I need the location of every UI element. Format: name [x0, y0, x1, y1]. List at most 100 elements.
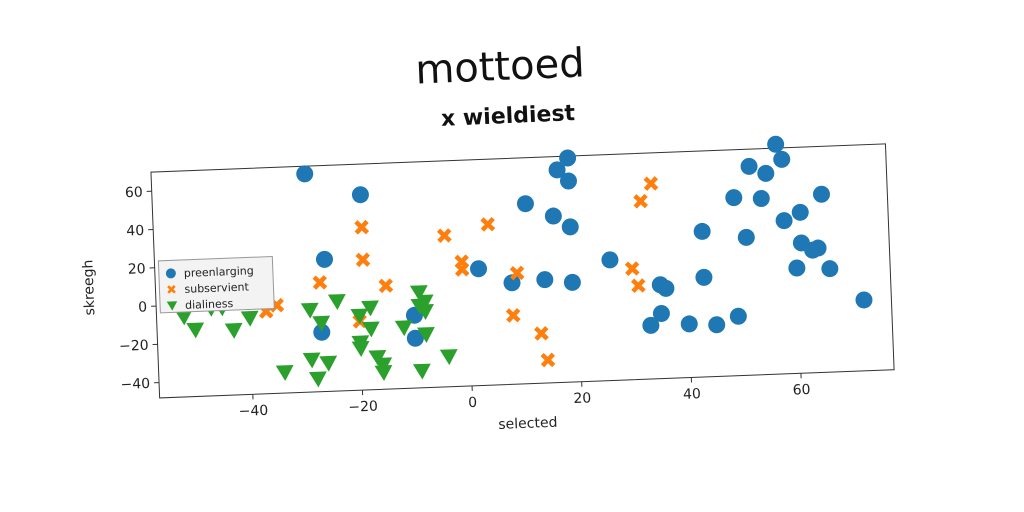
point-subservient [534, 326, 549, 341]
point-subservient [633, 193, 648, 209]
point-subservient [354, 219, 370, 235]
point-preenlarging [657, 279, 675, 297]
point-preenlarging [740, 157, 758, 175]
point-preenlarging [406, 329, 424, 347]
legend-label-subservient: subservient [184, 280, 249, 295]
point-preenlarging [680, 315, 698, 333]
point-subservient [540, 352, 556, 368]
y-tick-label: 60 [125, 185, 143, 202]
point-dialiness [351, 341, 370, 357]
point-preenlarging [708, 316, 726, 334]
point-dialiness [361, 300, 379, 317]
x-tick-label: 20 [573, 390, 591, 407]
point-preenlarging [652, 304, 670, 322]
point-preenlarging [563, 273, 581, 291]
point-dialiness [350, 308, 369, 325]
y-tick-label: −20 [119, 338, 149, 355]
point-preenlarging [821, 260, 839, 278]
point-preenlarging [855, 291, 873, 309]
point-preenlarging [752, 189, 770, 207]
legend-marker-subservient [167, 285, 176, 294]
point-preenlarging [695, 268, 713, 286]
x-tick-label: 60 [792, 382, 810, 399]
point-preenlarging [548, 161, 566, 179]
point-dialiness [374, 365, 393, 381]
point-dialiness [275, 365, 294, 381]
legend-marker-dialiness [166, 301, 178, 311]
point-preenlarging [559, 172, 577, 190]
point-preenlarging [315, 250, 333, 268]
point-dialiness [240, 310, 259, 327]
point-preenlarging [313, 323, 331, 341]
point-subservient [454, 262, 470, 277]
y-tick-label: −40 [120, 376, 150, 393]
point-subservient [378, 278, 394, 294]
point-preenlarging [773, 150, 791, 168]
legend-label-preenlarging: preenlarging [184, 264, 254, 280]
point-preenlarging [544, 207, 562, 225]
point-subservient [436, 228, 452, 243]
point-dialiness [224, 322, 243, 339]
point-preenlarging [516, 195, 534, 213]
y-tick-label: 40 [126, 223, 144, 240]
plot-area: −40 −20 0 20 40 60 −40 −20 0 20 40 60 selected skr… [80, 135, 895, 433]
point-subservient [355, 252, 371, 268]
point-preenlarging [561, 218, 579, 236]
point-subservient [312, 275, 328, 290]
legend-marker-preenlarging [165, 268, 176, 279]
point-dialiness [374, 357, 393, 374]
point-preenlarging [757, 164, 775, 182]
point-dialiness [394, 320, 413, 337]
point-dialiness [361, 321, 380, 338]
point-preenlarging [503, 274, 521, 292]
point-subservient [505, 307, 521, 323]
legend-box [157, 255, 275, 314]
point-preenlarging [470, 260, 488, 278]
point-dialiness [416, 326, 435, 343]
y-tick-label: 0 [138, 299, 148, 315]
x-axis: −40 −20 0 20 40 60 [238, 373, 811, 420]
point-dialiness [439, 349, 458, 366]
point-dialiness [410, 298, 429, 315]
point-preenlarging [791, 203, 809, 221]
y-tick-label: 20 [128, 261, 146, 278]
point-dialiness [409, 285, 428, 302]
point-dialiness [300, 302, 319, 319]
point-preenlarging [693, 222, 711, 240]
point-dialiness [312, 315, 331, 332]
point-subservient [509, 265, 525, 281]
point-preenlarging [767, 135, 785, 153]
point-preenlarging [737, 228, 755, 246]
point-preenlarging [725, 189, 743, 207]
y-axis-label: skreegh [80, 259, 98, 315]
point-preenlarging [351, 186, 369, 204]
point-dialiness [186, 322, 205, 339]
point-dialiness [319, 355, 338, 372]
point-dialiness [327, 293, 346, 310]
series-subservient [258, 176, 659, 368]
point-subservient [643, 176, 659, 191]
point-preenlarging [642, 316, 660, 334]
point-dialiness [368, 349, 387, 366]
point-preenlarging [809, 239, 827, 257]
point-dialiness [174, 309, 193, 326]
point-preenlarging [729, 307, 747, 325]
point-dialiness [302, 352, 321, 369]
point-dialiness [412, 363, 431, 380]
x-tick-label: −40 [238, 403, 268, 420]
y-axis: −40 −20 0 20 40 60 [119, 185, 160, 393]
chart-title: mottoed [414, 40, 585, 93]
x-axis-label: selected [498, 415, 558, 433]
point-dialiness [308, 371, 327, 388]
point-preenlarging [559, 149, 577, 167]
point-preenlarging [601, 251, 619, 269]
plot-frame [150, 143, 895, 399]
point-subservient [624, 261, 640, 276]
point-subservient [631, 278, 646, 293]
point-preenlarging [812, 185, 830, 203]
legend-label-dialiness: dialiness [185, 297, 234, 312]
point-preenlarging [775, 212, 793, 230]
x-tick-label: 0 [468, 395, 478, 411]
